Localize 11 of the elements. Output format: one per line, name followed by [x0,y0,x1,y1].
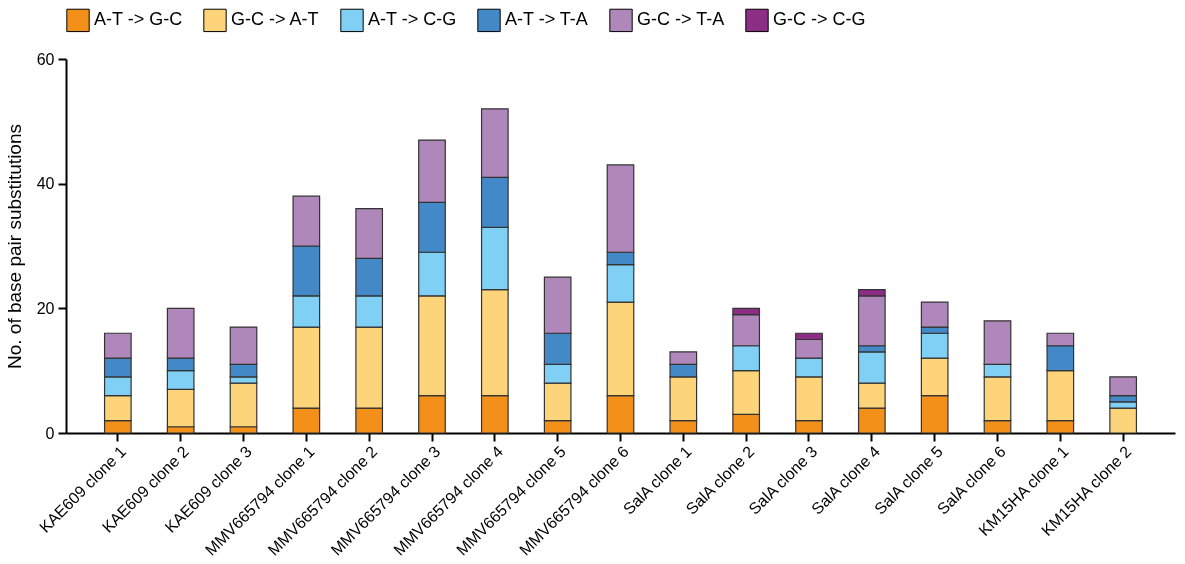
legend-label: G-C -> A-T [231,9,319,30]
y-tick-label: 0 [45,424,55,442]
legend-label: A-T -> G-C [94,9,183,30]
y-tick-label: 20 [36,299,55,317]
legend-label: G-C -> T-A [637,9,725,30]
y-tick-label: 40 [36,175,55,193]
legend-label: G-C -> C-G [773,9,866,30]
y-tick-label: 60 [36,50,55,68]
legend-label: A-T -> C-G [368,9,457,30]
legend-label: A-T -> T-A [505,9,588,30]
y-axis-title: No. of base pair substitutions [3,123,25,370]
